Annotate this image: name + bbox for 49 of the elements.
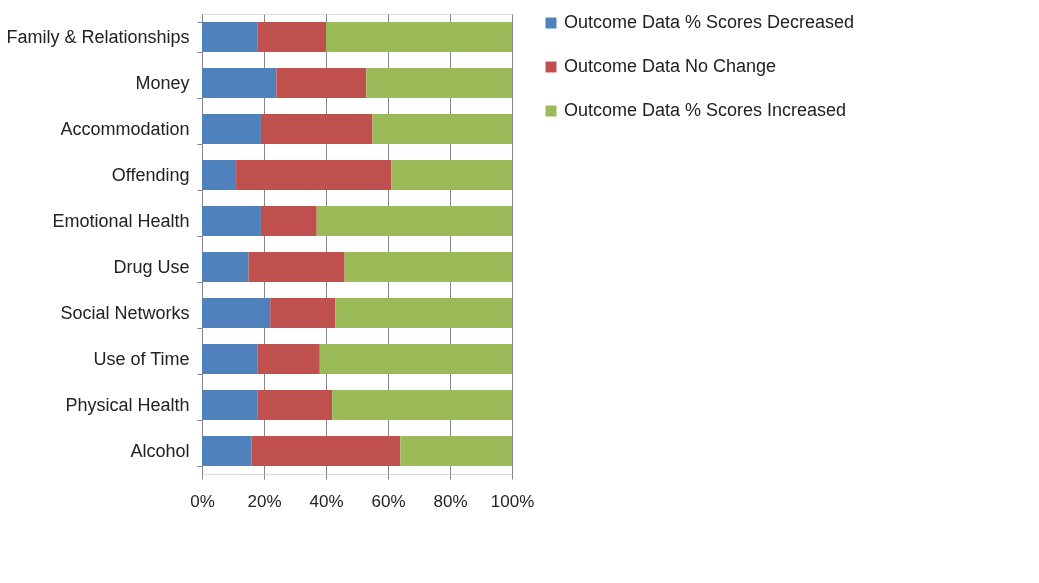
bar [332, 390, 512, 420]
bar [202, 436, 252, 466]
x-tick-label: 40% [309, 491, 344, 511]
bar [372, 114, 512, 144]
y-tick-label: Offending [111, 164, 190, 185]
legend-label: Outcome Data % Scores Increased [564, 100, 847, 120]
y-tick-label: Alcohol [130, 440, 190, 461]
x-tick-label: 0% [190, 491, 215, 511]
bar [366, 68, 512, 98]
x-tick-label: 20% [247, 491, 282, 511]
x-tick-label: 100% [490, 491, 535, 511]
bar [202, 114, 261, 144]
bar [344, 252, 512, 282]
bar [316, 206, 512, 236]
bar [251, 436, 401, 466]
bar [270, 298, 336, 328]
bar [335, 298, 512, 328]
bar [257, 390, 333, 420]
bar [260, 206, 317, 236]
bar [326, 22, 512, 52]
y-tick-label: Physical Health [65, 394, 190, 415]
bar [202, 160, 237, 190]
bar [236, 160, 392, 190]
bar [276, 68, 367, 98]
x-tick-label: 80% [433, 491, 468, 511]
y-tick-label: Use of Time [93, 348, 190, 369]
bar [202, 68, 277, 98]
y-tick-label: Accommodation [60, 118, 190, 139]
bar [257, 22, 326, 52]
y-tick-label: Family & Relationships [6, 26, 190, 47]
bar [202, 298, 271, 328]
y-tick-label: Money [135, 72, 190, 93]
bar [202, 344, 258, 374]
y-tick-label: Drug Use [113, 256, 190, 277]
bar [260, 114, 373, 144]
y-tick-label: Emotional Health [52, 210, 190, 231]
bar [400, 436, 512, 466]
bar [319, 344, 512, 374]
bar [202, 206, 261, 236]
legend-label: Outcome Data No Change [564, 56, 777, 76]
x-tick-label: 60% [371, 491, 406, 511]
y-tick-label: Social Networks [60, 302, 190, 323]
legend-label: Outcome Data % Scores Decreased [564, 12, 855, 32]
bar [202, 390, 258, 420]
bar [202, 22, 258, 52]
bar [391, 160, 512, 190]
bar [202, 252, 249, 282]
bar [248, 252, 345, 282]
bar [257, 344, 320, 374]
